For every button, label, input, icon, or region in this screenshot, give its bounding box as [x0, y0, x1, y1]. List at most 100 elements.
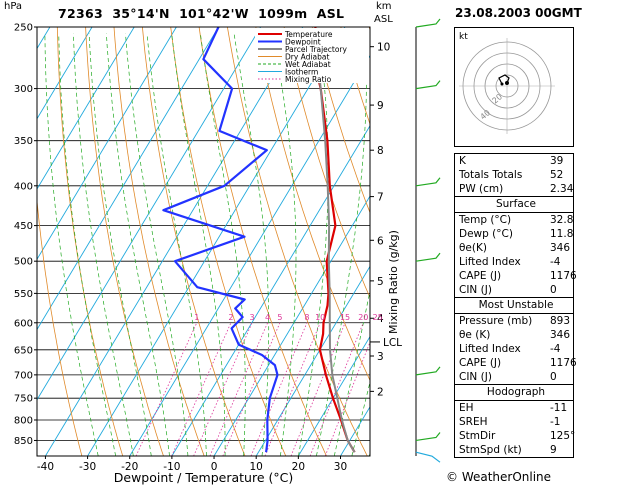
- hodo-row: EH -11: [459, 402, 568, 414]
- legend-label: Isotherm: [285, 68, 318, 77]
- wet-adiabat-line: [146, 33, 207, 456]
- wet-adiabat-line: [298, 33, 329, 456]
- wet-adiabat-line: [88, 33, 152, 456]
- lcl-label: LCL: [383, 337, 402, 349]
- weatheronline-credit: © WeatherOnline: [446, 470, 552, 484]
- series-dewpoint: [162, 27, 279, 453]
- isotherm-line: [255, 265, 370, 456]
- mixing-ratio-label: 2: [228, 313, 233, 322]
- km-label: km: [376, 1, 392, 12]
- mixing-ratio-line: [193, 322, 253, 456]
- mixing-ratio-line: [222, 322, 281, 456]
- isotherm-line: [0, 27, 8, 456]
- temp-tick-label: -40: [37, 461, 54, 473]
- wet-adiabat-line: [233, 33, 270, 456]
- mixing-ratio-line: [264, 322, 321, 456]
- wind-barb: [415, 366, 441, 376]
- km-tick-label: 7: [377, 192, 384, 204]
- longitude: 101°42'W: [179, 6, 249, 21]
- hodo-point: [505, 81, 509, 85]
- km-tick-label: 9: [377, 100, 384, 112]
- dry-adiabat-line: [312, 27, 370, 214]
- dry-adiabat-line: [624, 27, 629, 456]
- section-title-most-unstable: Most Unstable: [455, 297, 573, 314]
- wet-adiabat-line: [171, 33, 226, 456]
- asl-label: ASL: [316, 6, 345, 21]
- km-tick-label: 2: [377, 386, 384, 398]
- plot-frame: [36, 26, 371, 457]
- x-axis-title: Dewpoint / Temperature (°C): [114, 470, 293, 485]
- axis-labels: 250300350400450500550600650700750800850-…: [14, 23, 402, 486]
- background-lines: [0, 27, 629, 456]
- hodo-kt-label: kt: [459, 32, 468, 42]
- mixing-ratio-label: 15: [340, 313, 350, 322]
- km-tick-label: 3: [377, 351, 384, 363]
- mixing-ratio-line: [209, 322, 268, 456]
- surface-row: CIN (J) 0: [459, 284, 557, 296]
- mixing-ratio-label: 25: [373, 313, 383, 322]
- pressure-tick-label: 250: [14, 23, 33, 34]
- mixing-ratio-line: [290, 322, 346, 456]
- wet-adiabat-line: [316, 33, 367, 456]
- km-tick-label: 8: [377, 145, 384, 157]
- temp-tick-label: 10: [250, 461, 263, 473]
- mu-row: θe (K) 346: [459, 329, 571, 341]
- mixing-ratio-label: 3: [249, 313, 254, 322]
- mixing-ratio-line: [135, 322, 198, 456]
- wind-barbs: [415, 18, 441, 463]
- temp-tick-label: -30: [79, 461, 96, 473]
- legend-box: [255, 28, 369, 83]
- wind-barb: [415, 451, 441, 463]
- section-title-hodograph: Hodograph: [455, 384, 573, 401]
- hodo-point: [500, 82, 504, 86]
- isotherm-line: [171, 124, 370, 456]
- isotherm-line: [37, 27, 93, 120]
- mixing-ratio-label: 5: [277, 313, 282, 322]
- dry-adiabat-line: [85, 27, 164, 456]
- pressure-tick-label: 800: [14, 415, 33, 426]
- isotherm-line: [37, 27, 219, 331]
- mu-row: Pressure (mb) 893: [459, 315, 571, 327]
- km-tick-label: 6: [377, 235, 384, 247]
- pressure-tick-label: 700: [14, 370, 33, 381]
- legend-label: Wet Adiabat: [285, 60, 331, 69]
- wet-adiabat-line: [72, 33, 134, 456]
- elevation: 1099m: [258, 6, 308, 21]
- surface-row: θe(K) 346: [459, 242, 571, 254]
- series-parcel-trajectory: [315, 40, 356, 453]
- pressure-tick-label: 400: [14, 181, 33, 192]
- indices-panel: K 39 Totals Totals 52 PW (cm) 2.34 Surface …: [454, 153, 577, 458]
- km-asl-label: ASL: [374, 14, 393, 25]
- wet-adiabat-line: [333, 289, 370, 456]
- isotherm-line: [129, 54, 370, 456]
- isotherm-line: [37, 27, 177, 261]
- isotherm-line: [297, 335, 370, 456]
- mixing-ratio-axis-title: Mixing Ratio (g/kg): [387, 230, 400, 334]
- wet-adiabat-line: [200, 33, 246, 456]
- hpa-label: hPa: [4, 1, 23, 12]
- pressure-tick-label: 650: [14, 345, 33, 356]
- series-temperature: [311, 27, 356, 453]
- station-id: 72363: [58, 6, 103, 21]
- legend-label: Mixing Ratio: [285, 75, 332, 84]
- legend-label: Dewpoint: [285, 38, 321, 47]
- wind-barb: [415, 18, 441, 28]
- wet-adiabat-line: [44, 33, 99, 456]
- mu-row: CAPE (J) 1176: [459, 357, 577, 369]
- pressure-tick-label: 300: [14, 84, 33, 95]
- dry-adiabat-line: [596, 27, 629, 456]
- mixing-ratio-line: [309, 322, 364, 456]
- wet-adiabat-line: [58, 33, 117, 456]
- mixing-ratio-label: 20: [358, 313, 368, 322]
- temp-tick-label: -20: [121, 461, 138, 473]
- index-row: Totals Totals 52: [459, 169, 564, 181]
- wet-adiabat-line: [106, 33, 170, 456]
- isotherm-line: [213, 195, 370, 456]
- pressure-tick-label: 600: [14, 318, 33, 329]
- pressure-tick-label: 500: [14, 257, 33, 268]
- hodo-trace: [498, 74, 510, 85]
- dry-adiabat-line: [568, 27, 629, 456]
- legend-label: Temperature: [284, 30, 333, 39]
- hodo-ring-label: 20: [491, 92, 505, 105]
